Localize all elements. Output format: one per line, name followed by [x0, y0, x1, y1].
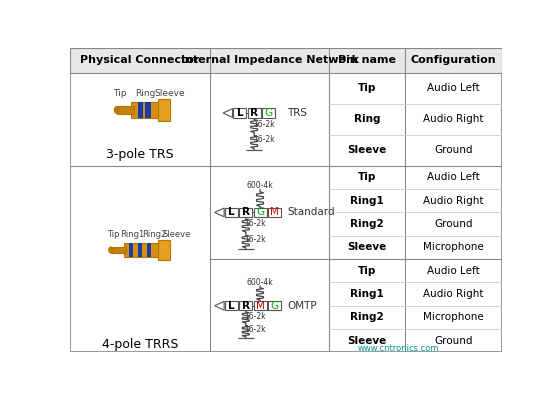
Text: Ground: Ground: [434, 145, 473, 155]
Text: 600-4k: 600-4k: [247, 278, 273, 287]
FancyBboxPatch shape: [157, 240, 170, 260]
FancyBboxPatch shape: [70, 48, 502, 352]
FancyBboxPatch shape: [233, 109, 247, 118]
Text: 16-2k: 16-2k: [244, 219, 266, 228]
Text: Ring1: Ring1: [350, 196, 384, 206]
Text: Tip: Tip: [107, 230, 120, 239]
Text: L: L: [228, 208, 235, 217]
FancyBboxPatch shape: [262, 109, 275, 118]
Ellipse shape: [114, 107, 119, 114]
Text: R: R: [242, 301, 250, 311]
Text: Tip: Tip: [358, 83, 376, 93]
Text: Audio Right: Audio Right: [424, 114, 484, 124]
Text: Ring: Ring: [354, 114, 381, 124]
Text: 4-pole TRRS: 4-pole TRRS: [102, 338, 178, 351]
Text: Standard: Standard: [287, 208, 335, 217]
Text: TRS: TRS: [287, 108, 307, 118]
Text: Pin name: Pin name: [338, 55, 396, 65]
FancyBboxPatch shape: [138, 102, 143, 118]
Text: Tip: Tip: [358, 266, 376, 276]
FancyBboxPatch shape: [146, 102, 151, 118]
Text: 16-2k: 16-2k: [253, 135, 275, 145]
Text: 16-2k: 16-2k: [244, 325, 266, 334]
FancyBboxPatch shape: [147, 243, 151, 257]
Text: 600-4k: 600-4k: [247, 181, 273, 190]
Text: Audio Right: Audio Right: [424, 196, 484, 206]
FancyBboxPatch shape: [70, 48, 502, 72]
Text: L: L: [228, 301, 235, 311]
Text: Audio Right: Audio Right: [424, 289, 484, 299]
Text: M: M: [256, 301, 264, 311]
Polygon shape: [215, 301, 224, 310]
Text: Audio Left: Audio Left: [427, 83, 480, 93]
Text: L: L: [237, 108, 243, 118]
Text: Sleeve: Sleeve: [155, 89, 185, 98]
Text: G: G: [270, 301, 278, 311]
FancyBboxPatch shape: [253, 301, 267, 310]
Text: 16-2k: 16-2k: [253, 120, 275, 129]
Text: M: M: [270, 208, 279, 217]
Text: Internal Impedance Network: Internal Impedance Network: [181, 55, 359, 65]
Text: Sleeve: Sleeve: [348, 242, 387, 252]
Text: www.cntronics.com: www.cntronics.com: [358, 344, 439, 353]
Text: Ring1: Ring1: [350, 289, 384, 299]
Text: R: R: [250, 108, 258, 118]
Text: Tip: Tip: [358, 172, 376, 183]
FancyBboxPatch shape: [239, 301, 252, 310]
FancyBboxPatch shape: [117, 107, 133, 114]
Text: 16-2k: 16-2k: [244, 312, 266, 321]
Text: Configuration: Configuration: [411, 55, 497, 65]
Text: Sleeve: Sleeve: [348, 145, 387, 155]
FancyBboxPatch shape: [268, 301, 281, 310]
FancyBboxPatch shape: [132, 102, 158, 118]
Text: Microphone: Microphone: [423, 242, 484, 252]
Text: Ring1: Ring1: [120, 230, 145, 239]
FancyBboxPatch shape: [248, 109, 261, 118]
Text: 3-pole TRS: 3-pole TRS: [106, 148, 174, 161]
Polygon shape: [223, 109, 233, 117]
FancyBboxPatch shape: [158, 99, 170, 121]
Text: G: G: [256, 208, 264, 217]
Text: Sleeve: Sleeve: [348, 336, 387, 346]
FancyBboxPatch shape: [253, 208, 267, 217]
FancyBboxPatch shape: [225, 208, 238, 217]
Text: Audio Left: Audio Left: [427, 266, 480, 276]
Text: OMTP: OMTP: [287, 301, 317, 311]
Text: R: R: [242, 208, 250, 217]
Text: Audio Left: Audio Left: [427, 172, 480, 183]
Text: Physical Connector: Physical Connector: [80, 55, 200, 65]
Text: Microphone: Microphone: [423, 312, 484, 322]
Text: Ring2: Ring2: [350, 312, 384, 322]
Text: Tip: Tip: [113, 89, 127, 98]
Text: Sleeve: Sleeve: [162, 230, 191, 239]
Text: 16-2k: 16-2k: [244, 235, 266, 244]
Text: G: G: [264, 108, 272, 118]
FancyBboxPatch shape: [268, 208, 281, 217]
FancyBboxPatch shape: [111, 247, 126, 253]
FancyBboxPatch shape: [225, 301, 238, 310]
Text: Ring: Ring: [135, 89, 155, 98]
Text: Ground: Ground: [434, 219, 473, 229]
FancyBboxPatch shape: [129, 243, 133, 257]
FancyBboxPatch shape: [239, 208, 252, 217]
Text: Ring2: Ring2: [142, 230, 166, 239]
FancyBboxPatch shape: [138, 243, 142, 257]
FancyBboxPatch shape: [124, 243, 157, 257]
Polygon shape: [215, 208, 224, 217]
Ellipse shape: [109, 247, 113, 253]
Text: Ring2: Ring2: [350, 219, 384, 229]
Text: Ground: Ground: [434, 336, 473, 346]
